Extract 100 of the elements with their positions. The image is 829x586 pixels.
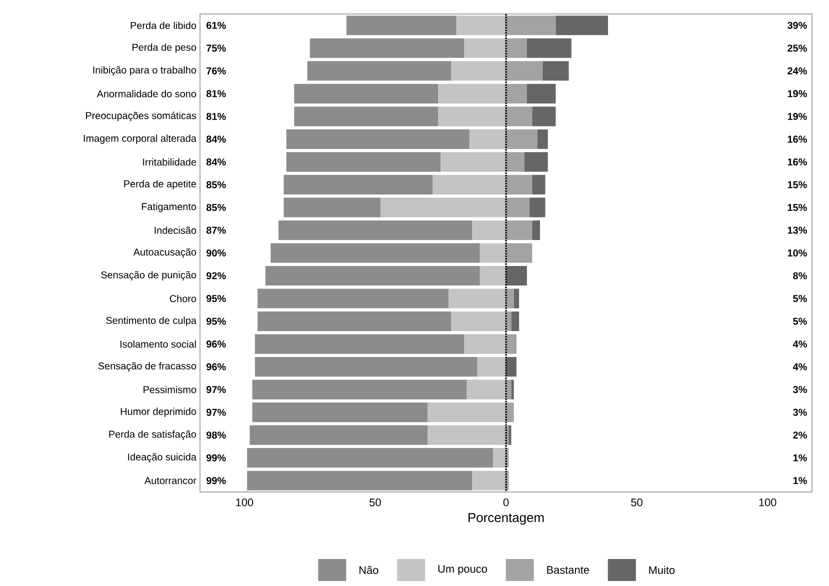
bar (506, 38, 527, 58)
bar (346, 16, 456, 36)
bar (514, 288, 520, 308)
bar (472, 470, 506, 490)
bar (506, 174, 532, 194)
x-axis-title: Porcentagem (468, 513, 544, 525)
bar (508, 425, 512, 445)
bar (294, 84, 438, 104)
bar (506, 198, 530, 218)
text: 19% (788, 90, 807, 98)
bar (464, 334, 506, 354)
bar (428, 402, 506, 422)
x-tick-label: 100 (236, 498, 254, 506)
bar (556, 16, 608, 36)
bar (438, 106, 506, 126)
text: 39% (787, 22, 807, 29)
legend-label: Um pouco (438, 565, 487, 575)
bar (506, 152, 524, 172)
text: 15% (788, 181, 807, 188)
bar (530, 198, 546, 218)
bar (247, 470, 472, 490)
text: 99% (206, 477, 226, 484)
text: 3% (793, 386, 807, 394)
text: 2% (793, 432, 807, 439)
legend-label: Bastante (547, 566, 590, 574)
text: 84% (206, 136, 226, 143)
x-tick-label: 50 (370, 498, 381, 506)
bar (270, 243, 480, 263)
bar (448, 288, 506, 308)
text: 10% (788, 249, 807, 257)
bar (250, 425, 428, 445)
text: 4% (792, 363, 807, 370)
bar (286, 129, 470, 149)
text: 19% (788, 112, 807, 120)
bar (258, 288, 448, 308)
text: 1% (793, 477, 807, 484)
text: 85% (206, 181, 226, 188)
bar (526, 38, 572, 58)
bar (506, 334, 516, 354)
bar (506, 402, 514, 422)
bar (469, 129, 506, 149)
bar (440, 152, 506, 172)
bar (284, 174, 433, 194)
bar (252, 402, 428, 422)
bar (532, 220, 540, 240)
bar (472, 220, 506, 240)
text: 85% (206, 204, 226, 211)
y-tick-label: Choro (170, 294, 196, 302)
bar (456, 16, 506, 36)
bar (506, 288, 514, 308)
text: 3% (793, 408, 807, 416)
y-tick-label: Inibição para o trabalho (93, 66, 196, 76)
bar (506, 129, 538, 149)
bar (258, 311, 452, 332)
x-tick-label: 100 (759, 498, 776, 506)
y-tick-label: Perda de peso (132, 43, 196, 53)
text: 24% (788, 67, 807, 74)
y-tick-label: Sensação de fracasso (98, 362, 196, 372)
y-tick-label: Autoacusação (133, 248, 196, 258)
y-tick-label: Pessimismo (144, 386, 196, 394)
bar (252, 380, 467, 400)
bar (310, 38, 464, 58)
bar (438, 84, 506, 104)
y-tick-label: Humor deprimido (120, 408, 196, 417)
bar (492, 448, 506, 468)
bar (451, 61, 506, 81)
y-tick-label: Irritabilidade (143, 158, 196, 166)
y-tick-label: Autorrancor (144, 477, 196, 484)
bar (511, 311, 520, 332)
y-tick-label: Anormalidade do sono (96, 90, 196, 98)
text: 5% (793, 318, 807, 325)
text: 5% (793, 294, 807, 302)
bar (506, 220, 532, 240)
bar (254, 334, 464, 354)
bar (506, 106, 532, 126)
text: 95% (206, 318, 226, 325)
y-tick-label: Perda de libido (130, 22, 196, 30)
bar (532, 106, 556, 126)
y-tick-label: Sentimento de culpa (106, 316, 196, 326)
text: 96% (206, 363, 226, 370)
text: 97% (206, 408, 226, 416)
text: 95% (206, 294, 226, 302)
text: 87% (206, 226, 226, 234)
y-tick-label: Imagem corporal alterada (84, 134, 196, 144)
x-tick-label: 50 (631, 498, 642, 506)
text: 90% (206, 249, 226, 257)
text: 1% (793, 454, 807, 462)
bar (480, 266, 506, 286)
bar (532, 174, 546, 194)
text: 61% (206, 22, 226, 29)
text: 16% (788, 158, 807, 166)
bar (506, 61, 543, 81)
bar (265, 266, 480, 286)
text: 13% (788, 226, 807, 234)
bar (524, 152, 548, 172)
text: 84% (206, 158, 226, 166)
text: 15% (788, 204, 807, 211)
text: 97% (206, 386, 226, 394)
bar (432, 174, 506, 194)
y-tick-label: Perda de satisfação (109, 430, 196, 440)
